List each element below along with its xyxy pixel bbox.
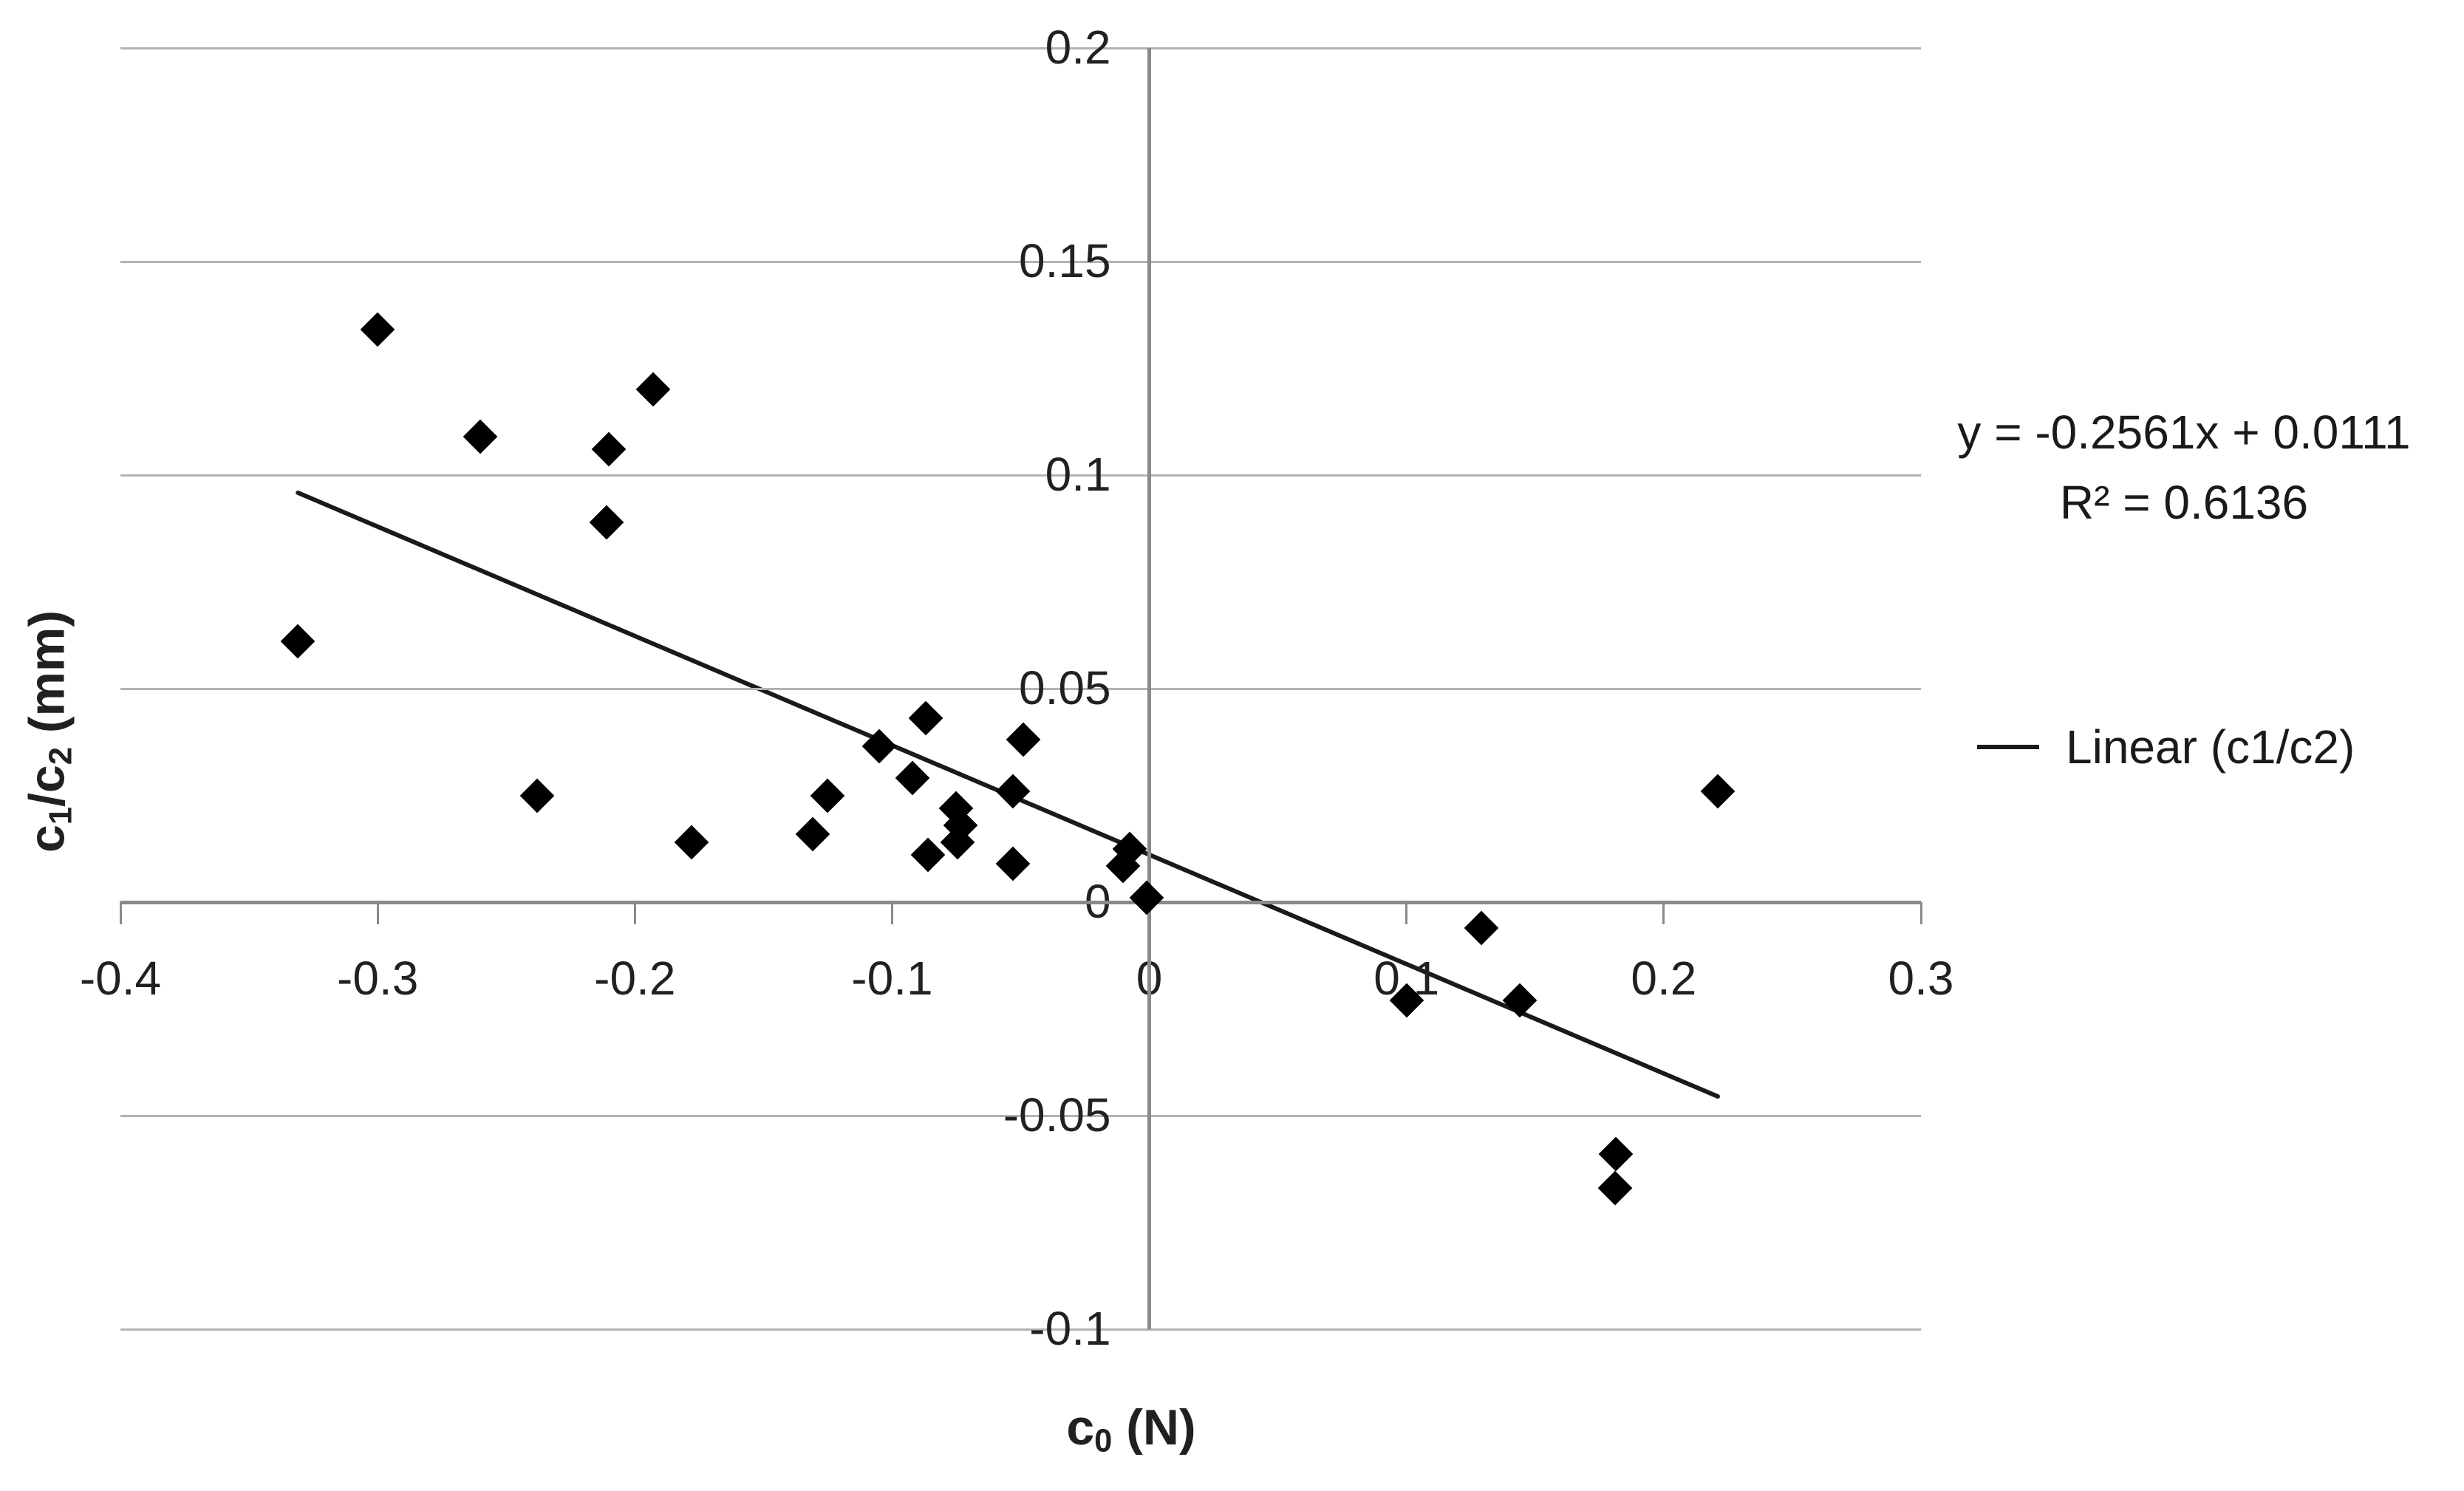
axis-title-part: 2: [43, 747, 79, 765]
x-tick-label: -0.2: [594, 952, 676, 1005]
zero-vertical-line: [1147, 48, 1152, 1329]
x-axis-line: [120, 900, 1921, 904]
x-axis-tick: [376, 902, 379, 924]
x-axis-tick: [890, 902, 893, 924]
x-tick-label: 0.3: [1888, 952, 1954, 1005]
x-axis-tick: [119, 902, 122, 924]
x-axis-title: c0 (N): [1066, 1399, 1195, 1460]
axis-title-part: c: [1066, 1399, 1095, 1456]
y-tick-label: -0.05: [1003, 1088, 1111, 1142]
h-gridline: [120, 1114, 1921, 1117]
y-tick-label: 0.2: [1045, 21, 1111, 74]
y-axis-title: c1/c2 (mm): [18, 610, 80, 853]
y-tick-label: 0.1: [1045, 448, 1111, 501]
x-axis-tick: [1662, 902, 1665, 924]
h-gridline: [120, 260, 1921, 263]
axis-title-part: (mm): [18, 610, 75, 748]
axis-title-part: 0: [1094, 1423, 1113, 1459]
equation-line2: R² = 0.6136: [2059, 476, 2309, 529]
h-gridline: [120, 47, 1921, 50]
x-tick-label: -0.1: [851, 952, 933, 1005]
x-tick-label: -0.3: [337, 952, 419, 1005]
x-tick-label: 0.2: [1631, 952, 1697, 1005]
equation-line1: y = -0.2561x + 0.0111: [1957, 406, 2411, 459]
h-gridline: [120, 687, 1921, 690]
h-gridline: [120, 1328, 1921, 1331]
axis-title-part: c: [18, 825, 75, 853]
legend: Linear (c1/c2): [1977, 718, 2355, 776]
x-axis-tick: [1919, 902, 1922, 924]
axis-title-part: (N): [1112, 1399, 1196, 1456]
x-axis-tick: [633, 902, 636, 924]
y-tick-label: 0.05: [1019, 661, 1111, 714]
y-tick-label: -0.1: [1029, 1302, 1111, 1355]
trendline-equation: y = -0.2561x + 0.0111 R² = 0.6136: [1921, 398, 2447, 538]
y-tick-label: 0.15: [1019, 234, 1111, 287]
legend-line-icon: [1977, 745, 2039, 749]
x-tick-label: -0.4: [79, 952, 162, 1005]
axis-title-part: 1: [43, 807, 79, 825]
legend-label: Linear (c1/c2): [2066, 720, 2355, 774]
h-gridline: [120, 474, 1921, 477]
x-axis-tick: [1405, 902, 1408, 924]
axis-title-part: /c: [18, 765, 75, 807]
